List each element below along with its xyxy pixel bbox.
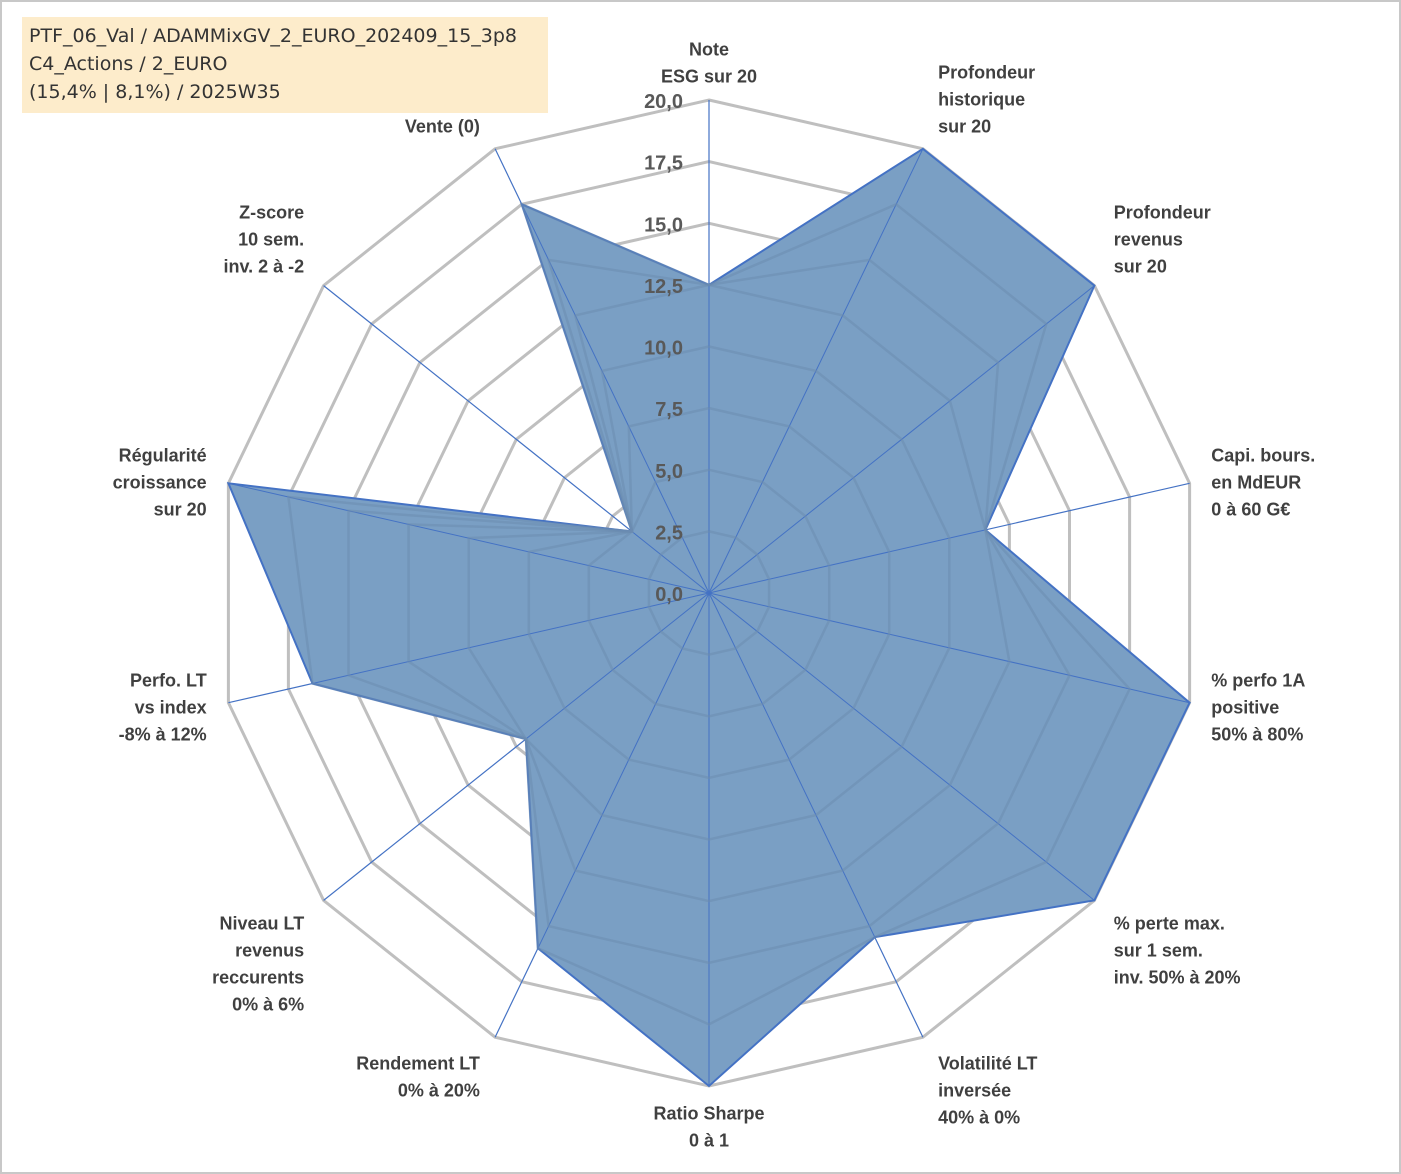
axis-label-5: % perte max. sur 1 sem. inv. 50% à 20% [1114, 914, 1241, 988]
axis-label-line: inv. 2 à -2 [223, 257, 304, 277]
axis-label-line: Profondeur [1114, 203, 1211, 223]
axis-label-line: reccurents [212, 968, 304, 988]
axis-label-line: Volatilité LT [938, 1054, 1037, 1074]
axis-label-11: Régularité croissance sur 20 [113, 446, 207, 520]
tick-label: 15,0 [644, 214, 683, 236]
grid-ring-inner [647, 530, 771, 656]
tick-label: 7,5 [655, 399, 683, 421]
grid-ring-inner [587, 468, 831, 718]
grid-ring-inner [286, 202, 1132, 1026]
axis-label-line: sur 20 [154, 500, 207, 520]
axis-label-line: 40% à 0% [938, 1108, 1020, 1128]
axis-spoke-inner [708, 529, 986, 594]
axis-label-0: Note ESG sur 20 [661, 40, 757, 87]
axis-label-4: % perfo 1A positive 50% à 80% [1211, 671, 1305, 745]
axis-label-8: Rendement LT 0% à 20% [356, 1054, 480, 1101]
axis-spoke-inner [525, 592, 710, 740]
axis-label-line: -8% à 12% [119, 725, 207, 745]
tick-label: 20,0 [644, 91, 683, 113]
axis-label-line: revenus [235, 941, 304, 961]
axis-label-line: Capi. bours. [1211, 446, 1315, 466]
axis-label-line: Ratio Sharpe [653, 1104, 764, 1124]
axis-spoke-inner [537, 592, 710, 949]
axis-label-line: inv. 50% à 20% [1114, 968, 1241, 988]
tick-label: 2,5 [655, 522, 683, 544]
axis-label-9: Niveau LT revenus reccurents 0% à 6% [212, 914, 304, 1015]
grid-ring-inner [527, 406, 891, 780]
info-performance-week: (15,4% | 8,1%) / 2025W35 [29, 81, 281, 103]
axis-label-line: 0% à 20% [398, 1081, 480, 1101]
axis-label-7: Ratio Sharpe 0 à 1 [653, 1104, 764, 1151]
portfolio-info-box: PTF_06_Val / ADAMMixGV_2_EURO_202409_15_… [22, 17, 548, 113]
axis-label-3: Capi. bours. en MdEUR 0 à 60 G€ [1211, 446, 1315, 520]
axis-label-line: sur 1 sem. [1114, 941, 1203, 961]
axis-label-line: 50% à 80% [1211, 725, 1303, 745]
axis-label-1: Profondeur historique sur 20 [938, 63, 1035, 137]
tick-label: 10,0 [644, 338, 683, 360]
grid-ring-inner [347, 258, 1071, 965]
axis-label-line: croissance [113, 473, 207, 493]
tick-label: 12,5 [644, 276, 683, 298]
tick-label: 17,5 [644, 153, 683, 175]
axis-label-line: positive [1211, 698, 1279, 718]
axis-label-10: Perfo. LT vs index -8% à 12% [119, 671, 207, 745]
axis-label-line: historique [938, 90, 1025, 110]
grid-ring-inner [467, 345, 951, 841]
info-asset-class: C4_Actions / 2_EURO [29, 53, 228, 75]
axis-label-line: vs index [135, 698, 207, 718]
axis-label-line: en MdEUR [1211, 473, 1301, 493]
axis-label-line: Régularité [119, 446, 207, 466]
tick-label: 0,0 [655, 584, 683, 606]
axis-label-line: ESG sur 20 [661, 67, 757, 87]
grid-ring-inner [407, 283, 1011, 903]
axis-label-line: Profondeur [938, 63, 1035, 83]
axis-spoke-inner [312, 592, 710, 684]
axis-label-line: Z-score [239, 203, 304, 223]
axis-label-6: Volatilité LT inversée 40% à 0% [938, 1054, 1037, 1128]
axis-label-12: Z-score 10 sem. inv. 2 à -2 [223, 203, 304, 277]
axis-label-line: inversée [938, 1081, 1011, 1101]
axis-label-line: Vente (0) [405, 117, 480, 137]
axis-label-line: 0% à 6% [232, 995, 304, 1015]
axis-label-line: Perfo. LT [130, 671, 207, 691]
axis-label-line: Note [689, 40, 729, 60]
axis-label-line: revenus [1114, 230, 1183, 250]
radar-series [226, 147, 1191, 1088]
axis-label-line: 10 sem. [238, 230, 304, 250]
axis-spoke-inner [708, 592, 876, 938]
axis-label-line: 0 à 60 G€ [1211, 500, 1290, 520]
info-portfolio-name: PTF_06_Val / ADAMMixGV_2_EURO_202409_15_… [29, 25, 518, 47]
axis-label-line: 0 à 1 [689, 1131, 729, 1151]
axis-label-line: % perte max. [1114, 914, 1225, 934]
axis-spoke-inner [631, 531, 710, 594]
axis-label-line: Rendement LT [356, 1054, 480, 1074]
axis-label-2: Profondeur revenus sur 20 [1114, 203, 1211, 277]
axis-label-line: Niveau LT [220, 914, 305, 934]
radial-tick-labels: 0,0 2,5 5,0 7,5 10,0 12,5 15,0 17,5 20,0 [644, 91, 683, 606]
axis-label-line: % perfo 1A [1211, 671, 1305, 691]
tick-label: 5,0 [655, 461, 683, 483]
axis-label-line: sur 20 [1114, 257, 1167, 277]
axis-spoke-inner [521, 204, 710, 594]
axis-label-line: sur 20 [938, 117, 991, 137]
